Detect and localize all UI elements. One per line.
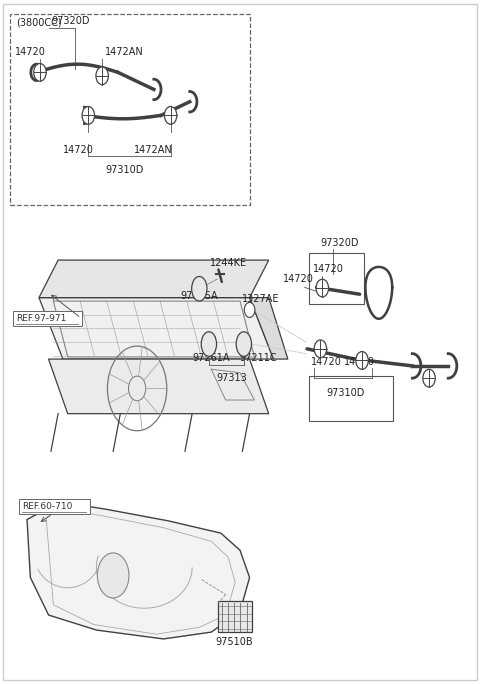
Text: 97261A: 97261A [192, 353, 229, 363]
Circle shape [82, 107, 95, 124]
Circle shape [423, 369, 435, 387]
Text: 97310D: 97310D [326, 388, 364, 397]
Text: 97313: 97313 [216, 373, 247, 384]
Text: REF.60-710: REF.60-710 [22, 502, 72, 511]
Text: 14720: 14720 [283, 274, 314, 284]
Text: 97320D: 97320D [321, 238, 359, 248]
Text: 97310D: 97310D [105, 165, 144, 174]
Text: 14720: 14720 [313, 264, 344, 274]
Text: 97510B: 97510B [215, 637, 253, 647]
Bar [310, 253, 364, 304]
Polygon shape [250, 298, 288, 359]
Ellipse shape [192, 276, 207, 301]
Text: 14720: 14720 [311, 356, 342, 367]
Text: 1244KE: 1244KE [210, 259, 248, 268]
Polygon shape [27, 503, 250, 639]
Circle shape [96, 67, 108, 85]
Text: 97211C: 97211C [239, 353, 276, 363]
Text: REF.97-971: REF.97-971 [16, 313, 67, 323]
Polygon shape [218, 601, 252, 632]
Circle shape [164, 107, 177, 124]
Circle shape [314, 340, 326, 358]
Text: (3800CC): (3800CC) [16, 18, 61, 28]
Text: 14720: 14720 [344, 356, 375, 367]
Circle shape [356, 352, 368, 369]
Ellipse shape [236, 332, 252, 356]
Text: 1327AE: 1327AE [242, 293, 280, 304]
Bar [310, 376, 393, 421]
Circle shape [97, 553, 129, 598]
Polygon shape [48, 359, 269, 414]
Circle shape [34, 64, 46, 81]
Text: 97655A: 97655A [180, 291, 218, 302]
Bar [12, 311, 82, 326]
Polygon shape [39, 260, 269, 298]
Text: 1472AN: 1472AN [105, 47, 144, 57]
Bar [10, 14, 250, 205]
Text: 14720: 14720 [63, 146, 94, 155]
Text: 1472AN: 1472AN [134, 146, 172, 155]
Circle shape [244, 302, 255, 317]
Ellipse shape [201, 332, 216, 356]
Bar [19, 499, 90, 514]
Circle shape [316, 279, 328, 297]
Text: 97320D: 97320D [51, 16, 89, 26]
Polygon shape [39, 298, 274, 359]
Text: 14720: 14720 [15, 47, 46, 57]
